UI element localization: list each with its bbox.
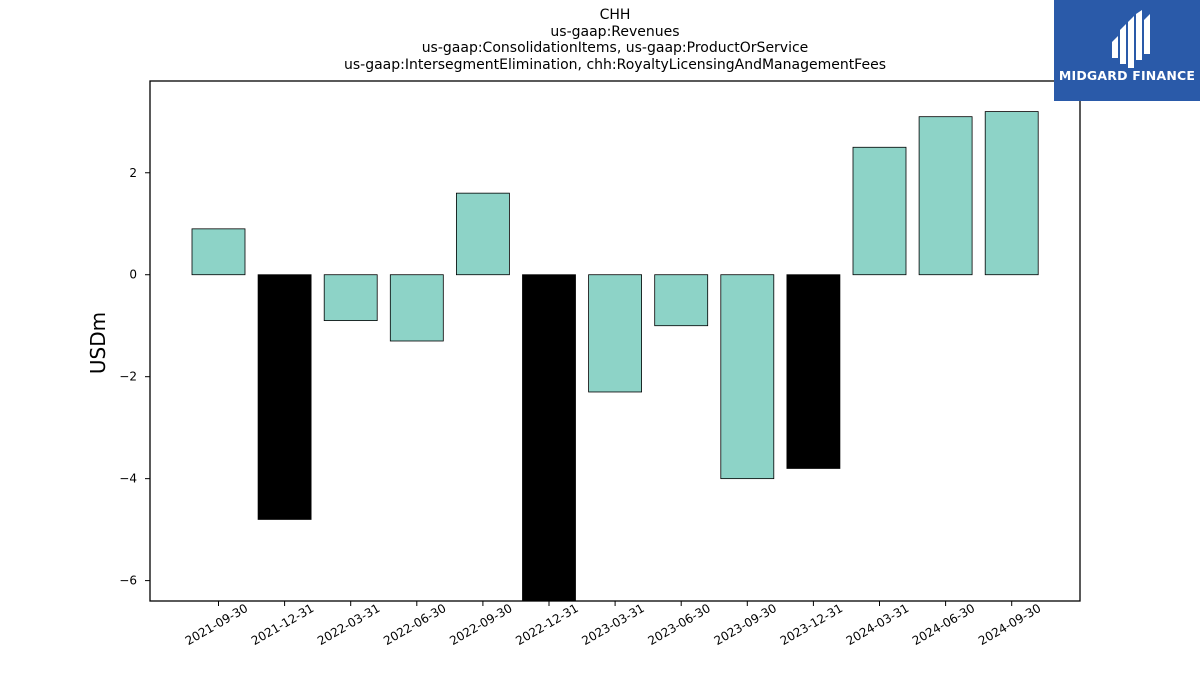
bar-2023-12-31 (786, 274, 841, 469)
y-tick-label: −4 (119, 472, 137, 486)
x-tick-label: 2022-12-31 (513, 601, 580, 648)
bar-2022-09-30 (455, 192, 510, 276)
bar-2022-03-31 (323, 274, 378, 322)
title-line-3: us-gaap:ConsolidationItems, us-gaap:Prod… (421, 40, 809, 56)
y-tick-label: −2 (119, 370, 137, 384)
y-tick-label: −6 (119, 574, 137, 588)
x-tick-label: 2021-09-30 (183, 601, 250, 648)
x-tick-label: 2022-06-30 (381, 601, 448, 648)
x-tick-label: 2024-09-30 (976, 601, 1043, 648)
bar-2022-06-30 (389, 274, 444, 342)
bar-2023-09-30 (720, 274, 775, 480)
bar-2024-06-30 (918, 116, 973, 276)
x-tick-label: 2024-03-31 (844, 601, 911, 648)
x-tick-label: 2024-06-30 (910, 601, 977, 648)
bar-2023-06-30 (654, 274, 709, 327)
logo-text: MIDGARD FINANCE (1058, 68, 1196, 83)
x-tick-label: 2022-03-31 (315, 601, 382, 648)
y-tick-label: 0 (129, 268, 137, 282)
x-tick-label: 2023-12-31 (778, 601, 845, 648)
logo-mark-icon (1112, 10, 1150, 68)
bar-2024-09-30 (984, 111, 1039, 276)
x-tick-label: 2022-09-30 (447, 601, 514, 648)
bar-2024-03-31 (852, 146, 907, 276)
y-tick-label: 2 (129, 166, 137, 180)
bar-2021-09-30 (191, 228, 246, 276)
bar-2023-03-31 (588, 274, 642, 393)
title-line-1: CHH (599, 7, 631, 23)
x-tick-label: 2023-03-31 (579, 601, 646, 648)
bar-2022-12-31 (522, 274, 576, 602)
x-tick-label: 2021-12-31 (249, 601, 316, 648)
title-line-2: us-gaap:Revenues (550, 24, 680, 40)
midgard-finance-logo: MIDGARD FINANCE (1054, 0, 1200, 101)
x-tick-label: 2023-09-30 (712, 601, 779, 648)
bar-2021-12-31 (257, 274, 312, 520)
x-tick-label: 2023-06-30 (645, 601, 712, 648)
title-line-4: us-gaap:IntersegmentElimination, chh:Roy… (344, 57, 886, 73)
